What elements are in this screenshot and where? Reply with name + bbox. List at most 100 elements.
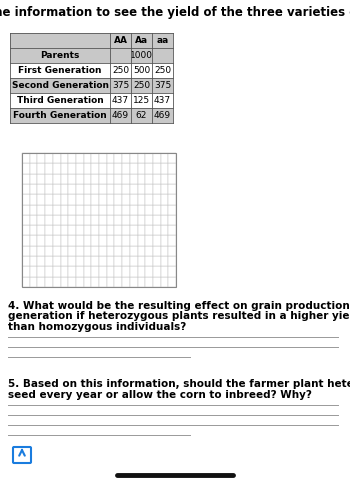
Bar [99, 256, 107, 266]
Bar [130, 204, 138, 215]
Bar [61, 174, 68, 184]
Text: 375: 375 [112, 81, 129, 90]
Bar [61, 277, 68, 287]
Text: 250: 250 [133, 81, 150, 90]
Bar [76, 246, 84, 256]
Bar [130, 174, 138, 184]
Bar [122, 256, 130, 266]
Bar [99, 277, 107, 287]
Bar [145, 266, 153, 277]
Text: Second Generation: Second Generation [12, 81, 108, 90]
Bar [153, 215, 161, 225]
Bar [61, 153, 68, 163]
Bar [76, 215, 84, 225]
Bar [107, 174, 114, 184]
Bar [138, 174, 145, 184]
Bar [68, 194, 76, 204]
Bar [145, 277, 153, 287]
Bar [130, 153, 138, 163]
Bar [61, 194, 68, 204]
Bar [84, 174, 91, 184]
Bar [107, 277, 114, 287]
Bar [61, 266, 68, 277]
Bar [145, 163, 153, 174]
Bar [91, 163, 99, 174]
Bar [114, 256, 122, 266]
Text: 250: 250 [112, 66, 129, 75]
Bar [53, 163, 61, 174]
Text: 62: 62 [136, 111, 147, 120]
Bar [145, 225, 153, 235]
Bar [107, 266, 114, 277]
Bar [138, 256, 145, 266]
Bar [91, 225, 99, 235]
Bar [138, 225, 145, 235]
Bar [22, 246, 30, 256]
Bar [53, 277, 61, 287]
Text: 4. What would be the resulting effect on grain production for each: 4. What would be the resulting effect on… [8, 301, 350, 311]
Bar [53, 174, 61, 184]
Bar [22, 194, 30, 204]
Bar [37, 256, 45, 266]
Bar [22, 153, 176, 287]
Bar [130, 163, 138, 174]
Bar [99, 184, 107, 194]
Bar [145, 256, 153, 266]
Bar [107, 246, 114, 256]
Bar [76, 266, 84, 277]
Bar [53, 235, 61, 246]
Bar [138, 235, 145, 246]
Bar [138, 163, 145, 174]
Bar [30, 256, 37, 266]
Bar [37, 277, 45, 287]
Bar [84, 204, 91, 215]
Bar [22, 225, 30, 235]
Bar [61, 256, 68, 266]
Bar [68, 215, 76, 225]
Bar [91, 277, 99, 287]
Bar [22, 174, 30, 184]
Bar [76, 277, 84, 287]
Bar [76, 235, 84, 246]
Bar [45, 277, 53, 287]
Text: Parents: Parents [40, 51, 80, 60]
Bar [168, 184, 176, 194]
Bar [22, 163, 30, 174]
Bar [10, 78, 173, 93]
Text: than homozygous individuals?: than homozygous individuals? [8, 322, 186, 332]
Bar [61, 246, 68, 256]
Bar [37, 246, 45, 256]
Bar [45, 184, 53, 194]
Bar [91, 246, 99, 256]
Bar [168, 163, 176, 174]
Text: AA: AA [113, 36, 127, 45]
Bar [107, 163, 114, 174]
Bar [107, 153, 114, 163]
Bar [10, 33, 173, 48]
Bar [30, 174, 37, 184]
Bar [107, 204, 114, 215]
Bar [107, 184, 114, 194]
Bar [37, 174, 45, 184]
Bar [161, 225, 168, 235]
Bar [53, 153, 61, 163]
Bar [168, 246, 176, 256]
Bar [122, 204, 130, 215]
Bar [37, 235, 45, 246]
Bar [68, 277, 76, 287]
Bar [22, 204, 30, 215]
Bar [99, 266, 107, 277]
Bar [53, 215, 61, 225]
Bar [68, 174, 76, 184]
Text: 250: 250 [154, 66, 171, 75]
Bar [37, 204, 45, 215]
Bar [114, 246, 122, 256]
Bar [91, 184, 99, 194]
Text: aa: aa [156, 36, 169, 45]
Bar [122, 163, 130, 174]
Bar [161, 235, 168, 246]
Bar [168, 204, 176, 215]
Bar [45, 246, 53, 256]
Bar [68, 204, 76, 215]
Bar [107, 194, 114, 204]
